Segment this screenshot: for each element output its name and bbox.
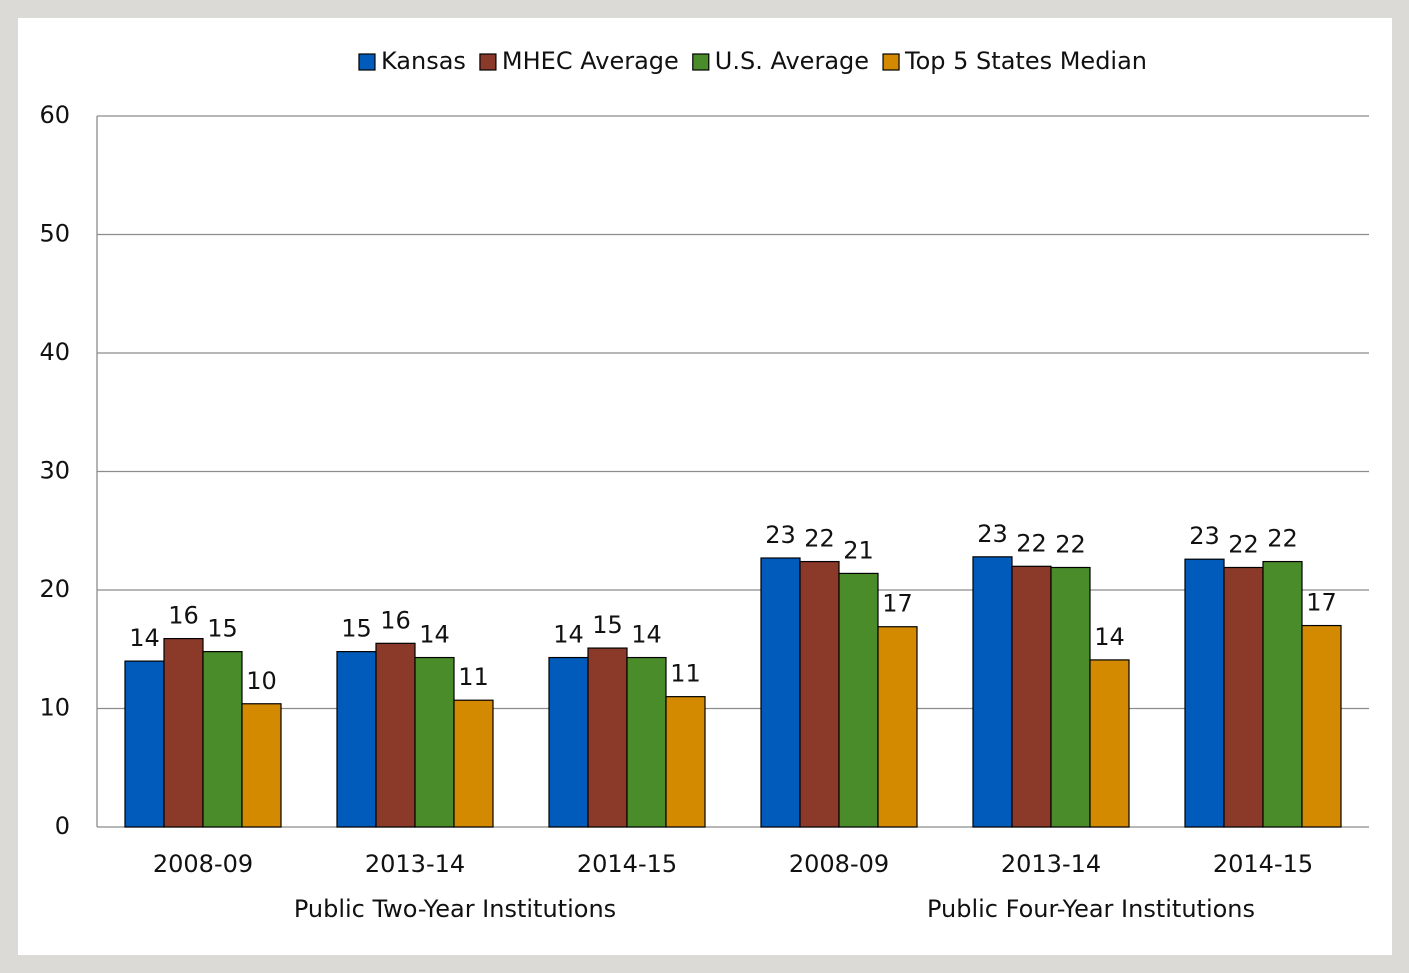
bar — [241, 703, 282, 828]
bar — [453, 699, 494, 828]
bar — [548, 656, 589, 828]
data-label: 15 — [592, 611, 623, 639]
legend-swatch — [358, 53, 376, 71]
data-label: 14 — [419, 621, 450, 649]
bar — [1050, 566, 1091, 828]
x-tick-label: 2014-15 — [577, 850, 677, 878]
bar — [1223, 566, 1264, 828]
data-label: 23 — [977, 520, 1008, 548]
data-label: 14 — [1094, 623, 1125, 651]
bar — [665, 696, 706, 828]
data-label: 14 — [129, 624, 160, 652]
group-label: Public Four-Year Institutions — [927, 895, 1255, 923]
bar — [760, 557, 801, 828]
data-label: 14 — [631, 621, 662, 649]
legend-label: U.S. Average — [715, 47, 869, 75]
data-label: 17 — [1306, 589, 1337, 617]
bar — [626, 656, 667, 828]
bar — [1089, 659, 1130, 828]
legend-swatch — [692, 53, 710, 71]
bar — [414, 656, 455, 828]
data-label: 22 — [1228, 530, 1259, 558]
bar — [1262, 560, 1303, 828]
bar — [124, 660, 165, 828]
data-label: 14 — [553, 621, 584, 649]
bar — [972, 556, 1013, 828]
y-tick-label: 30 — [39, 457, 70, 485]
x-tick-label: 2008-09 — [153, 850, 253, 878]
data-label: 15 — [341, 615, 372, 643]
data-label: 16 — [380, 606, 411, 634]
bar — [1184, 558, 1225, 828]
y-tick-label: 20 — [39, 575, 70, 603]
bar — [163, 637, 204, 828]
y-tick-label: 10 — [39, 694, 70, 722]
bar — [336, 651, 377, 828]
y-tick-label: 50 — [39, 220, 70, 248]
bar — [375, 642, 416, 828]
data-label: 22 — [1055, 530, 1086, 558]
data-label: 11 — [458, 663, 489, 691]
bar — [877, 626, 918, 828]
data-label: 16 — [168, 602, 199, 630]
y-tick-label: 60 — [39, 101, 70, 129]
bar — [1301, 624, 1342, 828]
data-label: 11 — [670, 660, 701, 688]
bar — [202, 651, 243, 828]
data-label: 21 — [843, 536, 874, 564]
x-tick-label: 2008-09 — [789, 850, 889, 878]
data-label: 23 — [1189, 522, 1220, 550]
group-label: Public Two-Year Institutions — [294, 895, 616, 923]
legend-swatch — [479, 53, 497, 71]
legend-label: Top 5 States Median — [904, 47, 1147, 75]
x-tick-label: 2013-14 — [1001, 850, 1101, 878]
data-label: 23 — [765, 521, 796, 549]
bar — [587, 647, 628, 828]
x-tick-label: 2013-14 — [365, 850, 465, 878]
bar — [1011, 565, 1052, 828]
data-label: 22 — [1267, 525, 1298, 553]
data-label: 15 — [207, 615, 238, 643]
data-label: 10 — [246, 667, 277, 695]
y-tick-label: 0 — [55, 812, 70, 840]
legend-swatch — [882, 53, 900, 71]
bar — [799, 560, 840, 828]
legend-label: Kansas — [381, 47, 466, 75]
data-label: 22 — [804, 525, 835, 553]
x-tick-label: 2014-15 — [1213, 850, 1313, 878]
data-label: 17 — [882, 590, 913, 618]
bar — [838, 572, 879, 828]
y-tick-label: 40 — [39, 338, 70, 366]
legend-label: MHEC Average — [502, 47, 679, 75]
data-label: 22 — [1016, 529, 1047, 557]
